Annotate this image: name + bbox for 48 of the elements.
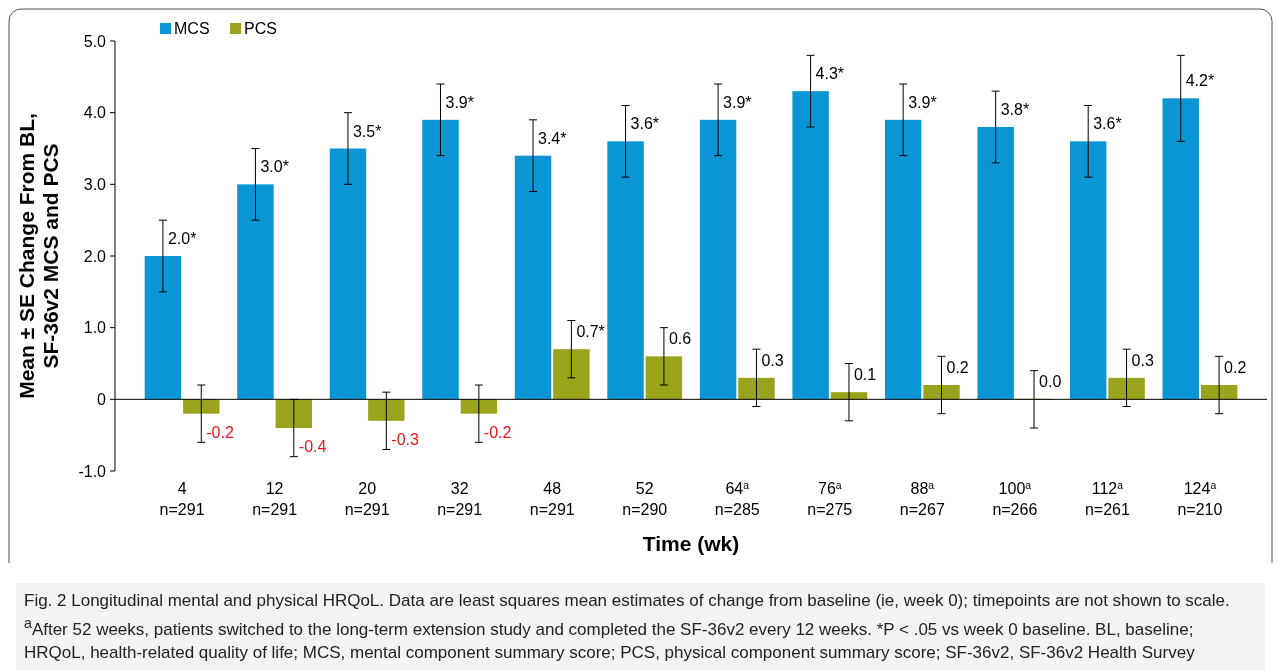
x-tick-label: 52 n=290 bbox=[622, 480, 668, 518]
x-tick-label: 100$^{a}$ n=266 bbox=[992, 479, 1038, 518]
data-label: -0.3 bbox=[391, 430, 419, 448]
y-axis-title: Mean ± SE Change From BL, SF-36v2 MCS and PCS bbox=[15, 113, 62, 399]
legend-label: PCS bbox=[244, 20, 277, 37]
y-tick-label: 0 bbox=[97, 390, 107, 408]
data-label: 3.9* bbox=[908, 93, 937, 111]
data-label: 0.1 bbox=[853, 366, 877, 384]
y-tick-label: 1.0 bbox=[83, 319, 107, 337]
y-tick-label: -1.0 bbox=[78, 462, 107, 480]
caption: Fig. 2 Longitudinal mental and physical HRQoL. Data are least squares mean estimates of change from baseline (ie, week 0); timepoints are not shown to scale. $^{a}$After 52 weeks, patients switched to the long-term extension study and completed the SF-36v2 every 12 weeks. *P < .05 vs week 0 baseline. BL, baseline; HRQoL, health-related quality of life; MCS, mental component summary score; PCS, physical component summary score; SF-36v2, SF-36v2 Health Survey bbox=[16, 583, 1265, 670]
data-label: 0.0 bbox=[1039, 373, 1062, 391]
x-tick-label: 124$^{a}$ n=210 bbox=[1177, 479, 1223, 518]
data-label: 0.2 bbox=[1224, 359, 1247, 376]
data-label: 3.6* bbox=[630, 115, 660, 133]
x-tick-label: 12 n=291 bbox=[252, 480, 298, 518]
x-tick-label: 32 n=291 bbox=[437, 480, 483, 518]
data-label: 3.4* bbox=[538, 129, 567, 147]
x-tick-label: 64$^{a}$ n=285 bbox=[714, 479, 760, 518]
x-tick-label: 112$^{a}$ n=261 bbox=[1084, 479, 1130, 518]
data-label: 3.0* bbox=[260, 158, 289, 176]
data-label: -0.2 bbox=[206, 423, 234, 441]
data-label: 3.9* bbox=[723, 93, 752, 111]
data-label: 0.2 bbox=[946, 359, 969, 376]
y-tick-label: 2.0 bbox=[83, 247, 107, 265]
data-label: 3.8* bbox=[1000, 101, 1030, 118]
data-label: 0.7* bbox=[576, 323, 605, 341]
x-tick-label: 88$^{a}$ n=267 bbox=[899, 479, 945, 518]
x-tick-label: 4 n=291 bbox=[159, 480, 205, 518]
x-axis-title: Time (wk) bbox=[642, 532, 740, 555]
data-label: 4.2* bbox=[1185, 72, 1215, 90]
data-label: 0.6 bbox=[668, 330, 692, 348]
data-label: 0.3 bbox=[1131, 351, 1154, 369]
y-tick-label: 3.0 bbox=[83, 175, 107, 193]
data-label: -0.2 bbox=[483, 423, 512, 441]
data-label: -0.4 bbox=[298, 438, 327, 455]
x-tick-label: 20 n=291 bbox=[344, 480, 390, 518]
x-tick-label: 48 n=291 bbox=[529, 480, 575, 518]
data-label: 3.5* bbox=[352, 122, 382, 140]
data-label: 4.3* bbox=[815, 65, 845, 83]
x-tick-label: 76$^{a}$ n=275 bbox=[807, 479, 853, 518]
legend-label: MCS bbox=[174, 20, 210, 37]
data-label: 0.3 bbox=[761, 351, 784, 369]
data-label: 2.0* bbox=[167, 230, 197, 247]
data-label: 3.6* bbox=[1093, 115, 1122, 133]
y-tick-label: 4.0 bbox=[83, 104, 107, 122]
y-tick-label: 5.0 bbox=[83, 32, 107, 50]
data-label: 3.9* bbox=[445, 93, 474, 111]
